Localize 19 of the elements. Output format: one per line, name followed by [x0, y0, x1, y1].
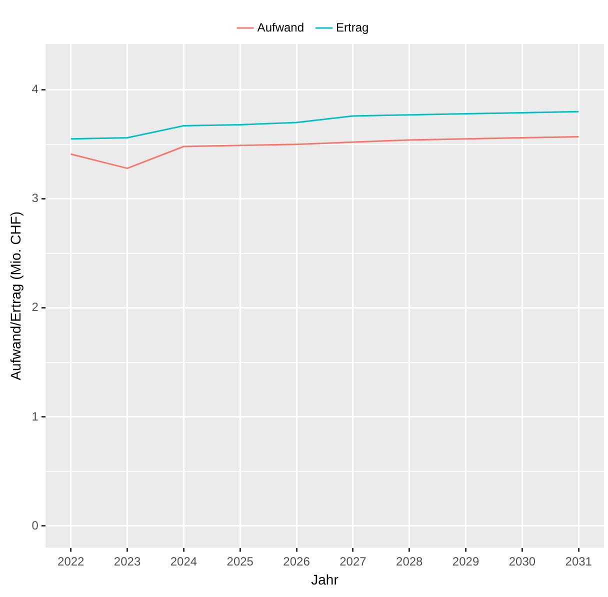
x-tick-label: 2027	[340, 554, 367, 568]
y-tick-label: 4	[32, 82, 39, 96]
x-tick-label: 2030	[508, 554, 536, 568]
y-axis-title: Aufwand/Ertrag (Mio. CHF)	[7, 211, 24, 380]
y-tick-label: 1	[32, 409, 39, 424]
y-tick-label: 2	[32, 300, 39, 314]
y-tick-label: 3	[32, 191, 39, 206]
legend-label: Aufwand	[257, 20, 304, 34]
x-axis-title: Jahr	[311, 571, 339, 588]
legend-label: Ertrag	[336, 20, 369, 34]
x-tick-label: 2031	[565, 554, 592, 568]
x-tick-label: 2024	[170, 554, 198, 568]
x-tick-label: 2023	[114, 554, 141, 568]
x-tick-label: 2026	[283, 554, 310, 568]
x-tick-label: 2029	[452, 554, 480, 568]
x-tick-label: 2025	[226, 554, 254, 568]
x-tick-label: 2022	[58, 554, 85, 568]
x-tick-label: 2028	[396, 554, 424, 568]
y-tick-label: 0	[32, 518, 39, 532]
